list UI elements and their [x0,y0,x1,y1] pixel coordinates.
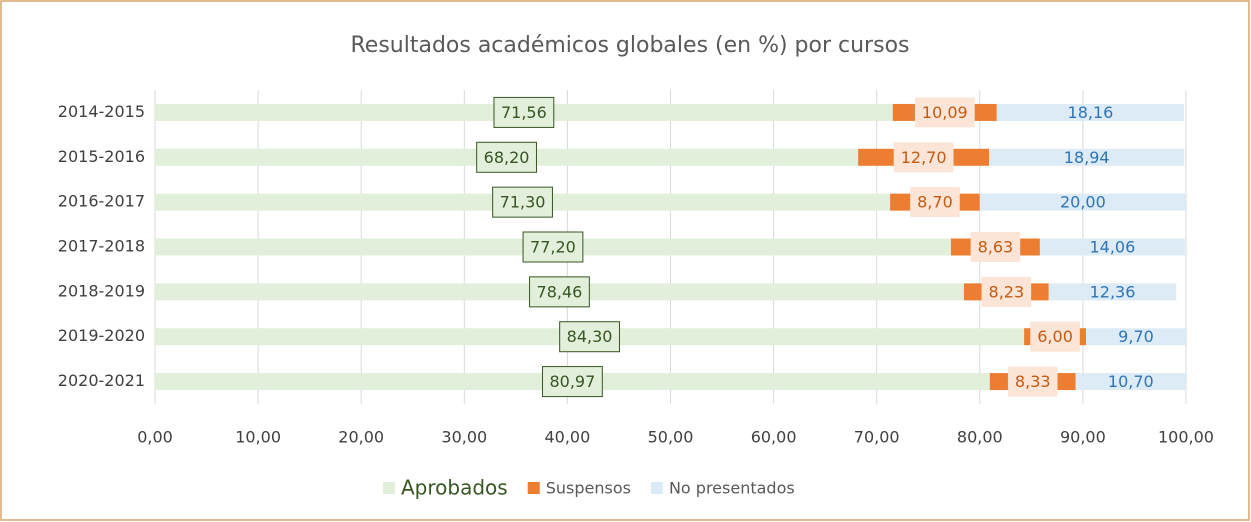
data-label-box [559,321,620,353]
data-label: 71,30 [500,193,546,212]
y-tick-label: 2014-2015 [58,102,145,121]
data-label-box [493,96,555,128]
legend-label: No presentados [669,479,795,498]
y-tick-label: 2019-2020 [58,326,145,345]
x-tick-label: 90,00 [1060,428,1106,447]
data-label-box [541,366,603,398]
data-label: 8,33 [1015,372,1051,391]
data-label-box [522,231,584,263]
legend: Aprobados Suspensos No presentados [383,476,795,500]
data-label: 9,70 [1118,327,1154,346]
x-tick-label: 60,00 [751,428,797,447]
x-tick-label: 80,00 [957,428,1003,447]
data-label-box [1030,321,1080,352]
data-label: 84,30 [567,327,613,346]
legend-swatch [650,482,663,494]
data-label: 10,70 [1108,372,1154,391]
data-label-box [1007,366,1058,397]
x-tick-label: 20,00 [338,428,384,447]
bar [989,148,1185,166]
data-label: 20,00 [1060,193,1106,212]
labels: 71,56 10,09 18,16 68,20 12,70 18,94 71,30 8,70 2… [476,96,1154,398]
y-tick-label: 2018-2019 [58,281,145,300]
y-tick-label: 2017-2018 [58,237,145,256]
bar [1048,283,1177,301]
data-label: 18,16 [1068,103,1114,122]
data-label-box [492,186,553,218]
data-label: 18,94 [1064,148,1110,167]
x-tick-label: 70,00 [854,428,900,447]
data-label: 78,46 [537,282,583,301]
bar [1085,328,1186,346]
data-label: 12,70 [901,148,947,167]
x-tick-label: 10,00 [235,428,281,447]
bar [1075,373,1186,391]
y-tick-label: 2016-2017 [58,192,145,211]
bar [996,103,1185,121]
bar [979,193,1186,211]
data-label: 8,63 [978,238,1014,257]
data-label: 8,23 [989,282,1025,301]
chart-title: Resultados académicos globales (en %) po… [350,33,909,58]
data-label: 12,36 [1090,282,1136,301]
data-label-box [476,141,537,173]
data-label-box [970,232,1021,262]
x-tick-label: 30,00 [441,428,487,447]
legend-swatch [527,482,540,494]
y-tick-label: 2020-2021 [58,371,145,390]
data-label: 71,56 [501,103,547,122]
data-label: 6,00 [1037,327,1073,346]
y-tick-label: 2015-2016 [58,147,145,166]
x-tick-label: 100,00 [1158,428,1214,447]
data-label-box [910,187,960,218]
x-tick-label: 0,00 [137,428,173,447]
data-label-box [981,276,1032,307]
legend-label: Aprobados [401,476,508,500]
legend-swatch [383,482,395,494]
data-label-box [529,276,590,308]
data-label: 77,20 [530,238,576,257]
x-tick-label: 50,00 [648,428,694,447]
data-label: 8,70 [917,193,953,212]
x-tick-label: 40,00 [544,428,590,447]
data-label: 14,06 [1089,238,1135,257]
data-label-box [893,142,954,173]
data-label: 80,97 [549,372,595,391]
data-label: 10,09 [922,103,968,122]
bar [1039,238,1185,256]
legend-label: Suspensos [546,479,631,498]
data-label: 68,20 [484,148,530,167]
data-label-box [914,97,975,128]
